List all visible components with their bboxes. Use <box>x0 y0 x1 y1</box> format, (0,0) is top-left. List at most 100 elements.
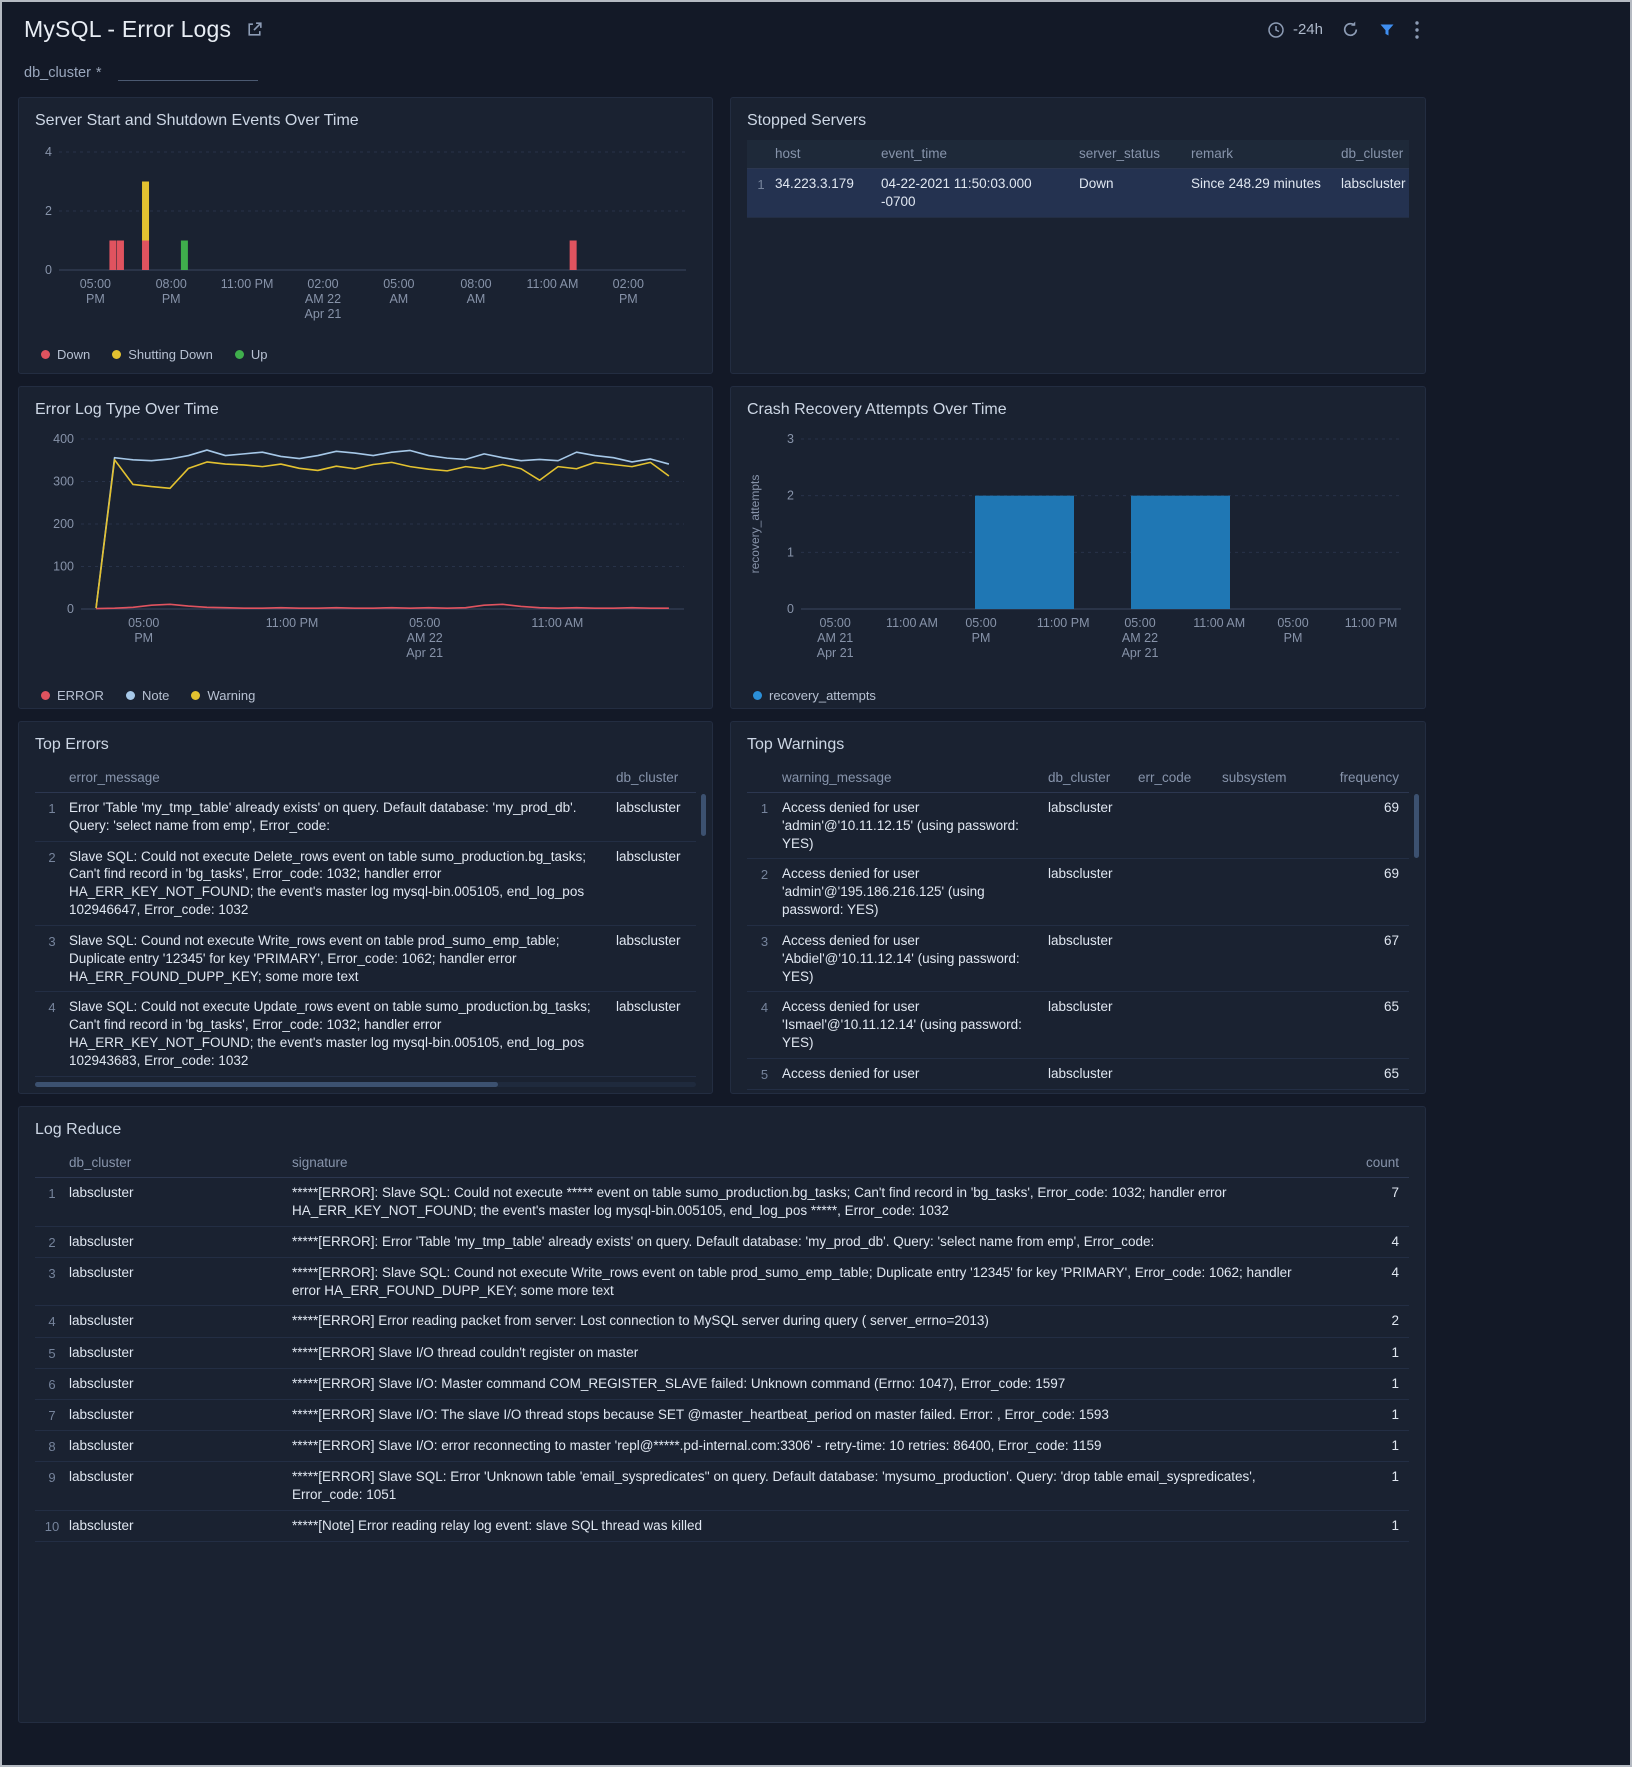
table-row[interactable]: 4 Slave SQL: Could not execute Update_row… <box>35 992 696 1077</box>
filter-icon[interactable] <box>1378 21 1396 39</box>
row-number-header <box>35 1155 69 1156</box>
table-row[interactable]: 5 Access denied for user labscluster 65 <box>747 1059 1409 1090</box>
svg-text:400: 400 <box>53 432 74 446</box>
legend-item[interactable]: Up <box>234 347 268 362</box>
column-header[interactable]: db_cluster <box>1341 146 1404 161</box>
legend-item[interactable]: recovery_attempts <box>753 688 876 703</box>
share-icon[interactable] <box>245 20 264 39</box>
svg-text:05:00: 05:00 <box>1277 616 1308 630</box>
table-cell: 1 <box>1391 1375 1399 1391</box>
table-cell: 69 <box>1383 866 1399 882</box>
column-header[interactable]: error_message <box>69 770 160 785</box>
kebab-menu-icon[interactable] <box>1414 20 1420 40</box>
table-cell: 4 <box>1391 1233 1399 1249</box>
legend-item[interactable]: Shutting Down <box>112 347 213 362</box>
vertical-scrollbar-thumb[interactable] <box>1414 794 1419 858</box>
panel-top-errors: Top Errors error_message db_cluster 1 Error… <box>18 721 713 1094</box>
svg-text:02:00: 02:00 <box>307 277 338 291</box>
error-log-type-chart[interactable]: 0 100 200 300 400 05:00 PM 11:00 PM 05:00 AM 22 Ap… <box>35 429 696 686</box>
legend-item[interactable]: Note <box>125 688 169 703</box>
table-row[interactable]: 2 Slave SQL: Could not execute Delete_row… <box>35 842 696 926</box>
panel-stopped-servers: Stopped Servers host event_time server_sta… <box>730 97 1426 374</box>
table-row[interactable]: 2 Access denied for user 'admin'@'195.186… <box>747 859 1409 926</box>
column-header[interactable]: remark <box>1191 146 1234 161</box>
column-header[interactable]: err_code <box>1138 770 1192 785</box>
row-number-header <box>35 770 69 771</box>
table-row[interactable]: 1 labscluster *****[ERROR]: Slave SQL: Cou… <box>35 1178 1409 1227</box>
column-header[interactable]: signature <box>292 1155 348 1170</box>
column-header[interactable]: warning_message <box>782 770 892 785</box>
table-row[interactable]: 3 labscluster *****[ERROR]: Slave SQL: Cou… <box>35 1258 1409 1307</box>
legend-dot <box>112 350 122 359</box>
table-row[interactable]: 9 labscluster *****[ERROR] Slave SQL: Erro… <box>35 1462 1409 1511</box>
vertical-scrollbar-thumb[interactable] <box>701 794 706 836</box>
refresh-icon[interactable] <box>1341 20 1360 39</box>
table-row[interactable]: 4 labscluster *****[ERROR] Error reading p… <box>35 1306 1409 1338</box>
svg-text:AM: AM <box>389 292 408 306</box>
svg-text:08:00: 08:00 <box>156 277 187 291</box>
table-cell: Access denied for user 'Abdiel'@'10.11.1… <box>782 932 1020 984</box>
table-cell: labscluster <box>616 999 681 1015</box>
legend-label: Shutting Down <box>128 347 213 362</box>
table-row[interactable]: 3 Slave SQL: Cound not execute Write_rows… <box>35 926 696 993</box>
column-header[interactable]: count <box>1365 1155 1399 1170</box>
table-row[interactable]: 2 labscluster *****[ERROR]: Error 'Table '… <box>35 1227 1409 1258</box>
row-number: 1 <box>760 801 769 816</box>
table-cell: *****[ERROR] Slave I/O thread couldn't r… <box>292 1344 639 1360</box>
table-cell: labscluster <box>1048 1065 1113 1081</box>
legend-item[interactable]: Down <box>41 347 90 362</box>
column-header[interactable]: server_status <box>1079 146 1161 161</box>
legend-item[interactable]: Warning <box>191 688 255 703</box>
column-header[interactable]: event_time <box>881 146 948 161</box>
legend-label: Down <box>57 347 91 362</box>
db-cluster-filter-input[interactable] <box>117 61 258 81</box>
table-cell: labscluster <box>69 1438 134 1454</box>
row-number: 4 <box>48 1314 56 1330</box>
column-header[interactable]: frequency <box>1339 770 1399 785</box>
table-cell: 69 <box>1383 800 1399 815</box>
table-cell: 65 <box>1383 999 1399 1015</box>
column-header[interactable]: db_cluster <box>69 1155 132 1170</box>
table-row[interactable]: 10 labscluster *****[Note] Error reading r… <box>35 1511 1409 1542</box>
horizontal-scrollbar-thumb[interactable] <box>35 1082 498 1087</box>
table-cell: 34.223.3.179 <box>775 176 854 191</box>
horizontal-scrollbar-track <box>35 1082 696 1087</box>
table-cell: *****[Note] Error reading relay log even… <box>292 1517 702 1533</box>
table-row[interactable]: 6 labscluster *****[ERROR] Slave I/O: Mast… <box>35 1369 1409 1400</box>
table-row[interactable]: 5 labscluster *****[ERROR] Slave I/O threa… <box>35 1338 1409 1369</box>
table-cell: Since 248.29 minutes <box>1191 176 1321 191</box>
crash-recovery-chart[interactable]: 0 1 2 3 05:00 AM 21 Apr 21 11:00 AM 05:00 PM 11:00… <box>747 429 1409 686</box>
table-cell: labscluster <box>69 1233 134 1249</box>
svg-text:11:00 PM: 11:00 PM <box>221 277 274 291</box>
clock-icon[interactable] <box>1267 21 1285 39</box>
svg-text:PM: PM <box>162 292 181 306</box>
table-row[interactable]: 1 34.223.3.179 04-22-2021 11:50:03.000 -07… <box>747 169 1409 218</box>
svg-text:Apr 21: Apr 21 <box>1122 646 1159 660</box>
table-row[interactable]: 4 Access denied for user 'Ismael'@'10.11.… <box>747 992 1409 1059</box>
svg-text:11:00 AM: 11:00 AM <box>531 616 583 630</box>
column-header[interactable]: db_cluster <box>616 770 679 785</box>
legend-label: Up <box>250 347 268 362</box>
table-row[interactable]: 7 labscluster *****[ERROR] Slave I/O: The … <box>35 1400 1409 1432</box>
table-row[interactable]: 3 Access denied for user 'Abdiel'@'10.11.… <box>747 926 1409 993</box>
column-header[interactable]: subsystem <box>1222 770 1287 785</box>
svg-text:AM: AM <box>467 292 486 306</box>
panel-crash-recovery: Crash Recovery Attempts Over Time 0 1 2 3 05… <box>730 386 1426 709</box>
column-header[interactable]: host <box>775 146 801 161</box>
table-cell: 1 <box>1391 1438 1399 1454</box>
filter-bar: db_cluster * <box>2 53 1442 97</box>
table-row[interactable]: 1 Error 'Table 'my_tmp_table' already exi… <box>35 793 696 842</box>
table-row[interactable]: 1 Access denied for user 'admin'@'10.11.1… <box>747 793 1409 860</box>
column-header[interactable]: db_cluster <box>1048 770 1111 785</box>
legend-item[interactable]: ERROR <box>41 688 104 703</box>
svg-text:11:00 AM: 11:00 AM <box>886 616 938 630</box>
server-events-chart[interactable]: 0 2 4 05:00 PM 08:00 PM 11:00 PM 02:00 AM 22 Apr 2… <box>35 140 696 345</box>
filter-label: db_cluster * <box>24 65 102 81</box>
table-row[interactable]: 8 labscluster *****[ERROR] Slave I/O: erro… <box>35 1431 1409 1463</box>
time-range-label[interactable]: -24h <box>1292 21 1323 38</box>
page-title: MySQL - Error Logs <box>24 16 232 42</box>
